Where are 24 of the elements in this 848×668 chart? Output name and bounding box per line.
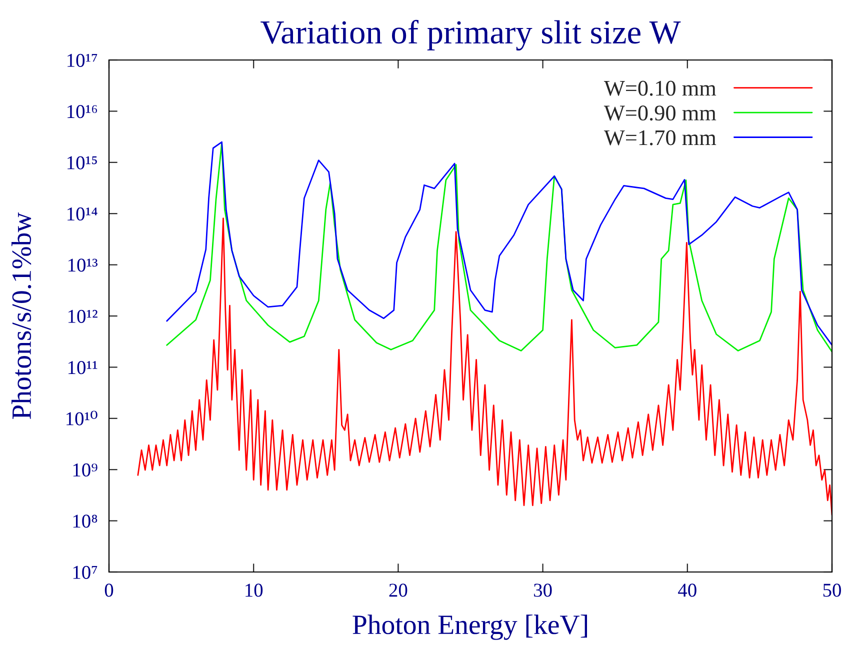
y-tick-label: 10¹⁵	[68, 156, 97, 170]
y-tick-label: 10¹¹	[68, 361, 98, 374]
x-tick-label: 40	[678, 584, 696, 597]
y-tick-label: 10¹⁰	[66, 410, 98, 426]
x-tick-label: 10	[246, 584, 263, 597]
y-tick-label: 10¹³	[68, 258, 98, 272]
legend-label: W=0.90 mm	[604, 106, 716, 121]
x-tick-label: 50	[823, 584, 841, 597]
y-axis-title: Photons/s/0.1%bw	[12, 212, 32, 419]
y-tick-label: 10⁷	[73, 566, 98, 579]
x-axis-title: Photon Energy [keV]	[352, 614, 587, 640]
legend-label: W=1.70 mm	[604, 130, 716, 146]
y-tick-label: 10¹⁶	[68, 105, 97, 118]
y-tick-label: 10¹⁴	[68, 207, 98, 221]
y-tick-label: 10⁹	[73, 463, 98, 477]
x-tick-label: 30	[534, 584, 552, 597]
x-tick-label: 0	[104, 584, 114, 597]
x-tick-label: 20	[389, 584, 408, 597]
y-tick-label: 10¹⁷	[68, 54, 98, 67]
line-series	[137, 218, 832, 516]
y-tick-label: 10⁸	[73, 514, 98, 528]
chart-title: Variation of primary slit size W	[260, 20, 681, 51]
legend-label: W=0.10 mm	[604, 80, 716, 96]
y-tick-label: 10¹²	[68, 310, 98, 323]
